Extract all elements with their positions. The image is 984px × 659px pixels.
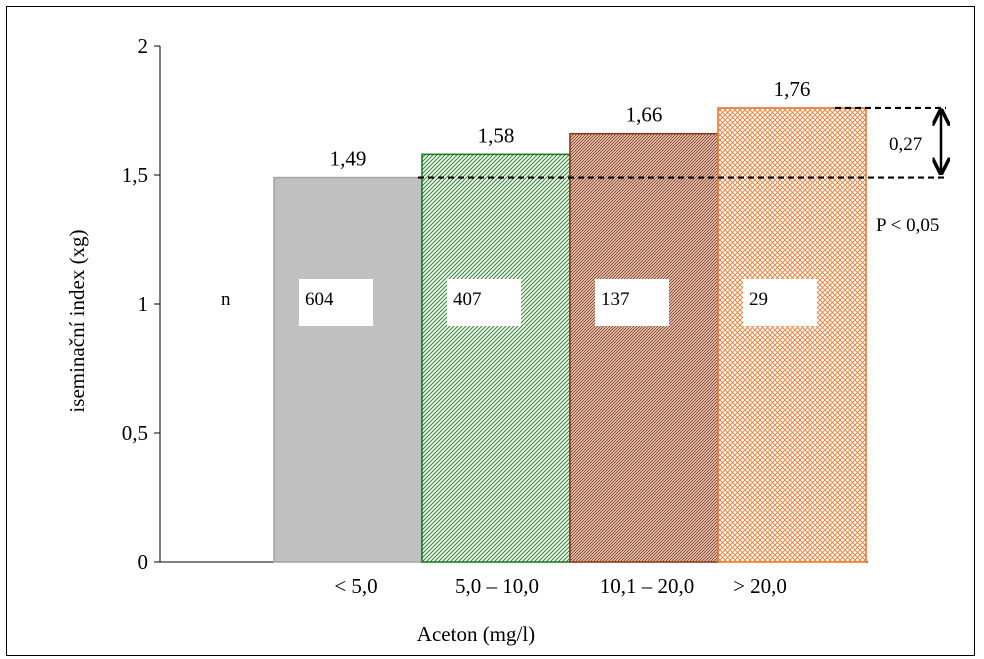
x-tick-label: 5,0 – 10,0 xyxy=(455,574,539,598)
bar xyxy=(717,107,867,563)
y-tick-label: 0,5 xyxy=(122,421,148,445)
y-tick-label: 1 xyxy=(138,292,149,316)
n-box xyxy=(595,279,669,326)
bar xyxy=(273,176,423,563)
x-tick-label: < 5,0 xyxy=(334,574,377,598)
bar xyxy=(421,153,571,563)
n-value-label: 29 xyxy=(749,289,768,310)
x-tick-label: > 20,0 xyxy=(733,574,787,598)
difference-label: 0,27 xyxy=(889,134,922,155)
n-box xyxy=(299,279,373,326)
significance-label: P < 0,05 xyxy=(876,215,939,236)
y-axis-title: iseminační index (xg) xyxy=(65,229,89,412)
x-axis-title: Aceton (mg/l) xyxy=(417,622,535,646)
bar-value-label: 1,58 xyxy=(478,123,515,147)
bars xyxy=(273,107,867,563)
y-tick-label: 2 xyxy=(138,34,149,58)
bar xyxy=(569,132,719,563)
y-tick-label: 0 xyxy=(138,550,149,574)
n-box xyxy=(743,279,817,326)
x-tick-label: 10,1 – 20,0 xyxy=(600,574,695,598)
n-row-label: n xyxy=(221,289,231,310)
n-value-label: 604 xyxy=(305,289,334,310)
n-value-label: 137 xyxy=(601,289,630,310)
n-box xyxy=(447,279,521,326)
bar-value-label: 1,66 xyxy=(626,103,663,127)
y-tick-label: 1,5 xyxy=(122,163,148,187)
bar-value-label: 1,49 xyxy=(330,147,367,171)
labels: 1,49 604 < 5,0 1,58 407 5,0 – 10,0 1,66 137 10,1… xyxy=(221,77,946,598)
bar-value-label: 1,76 xyxy=(774,77,811,101)
n-value-label: 407 xyxy=(453,289,482,310)
